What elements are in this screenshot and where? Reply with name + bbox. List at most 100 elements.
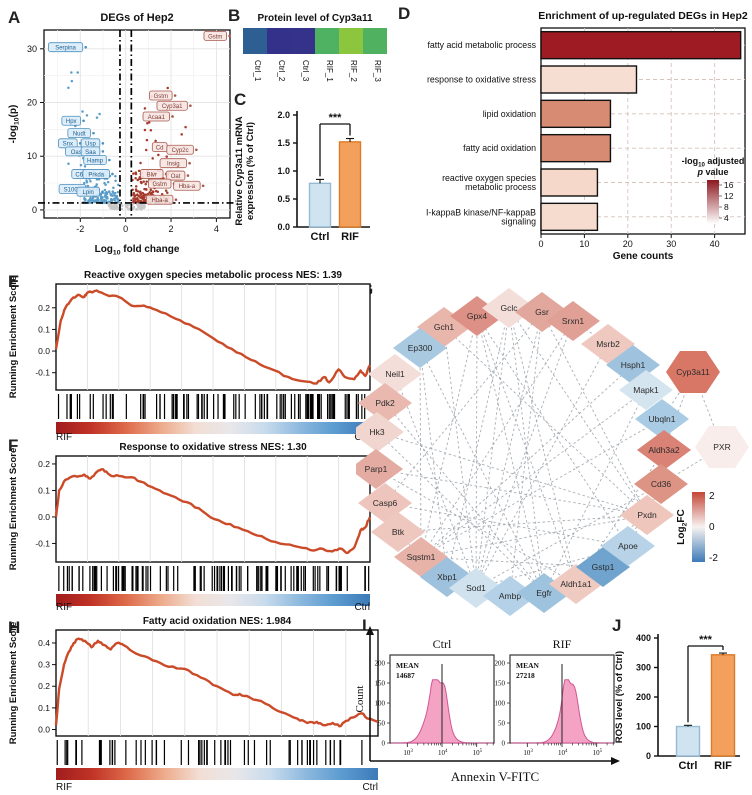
svg-text:Log2FC: Log2FC	[676, 509, 689, 544]
svg-text:signaling: signaling	[501, 216, 536, 226]
svg-text:10: 10	[27, 151, 37, 161]
svg-text:8: 8	[724, 202, 729, 212]
cutoff-lines	[38, 30, 234, 218]
svg-text:Running Enrichment Score: Running Enrichment Score	[8, 276, 19, 398]
svg-text:Fatty acid oxidation NES: 1.98: Fatty acid oxidation NES: 1.984	[143, 616, 292, 627]
hit-marks	[57, 394, 366, 419]
svg-text:0: 0	[32, 205, 37, 215]
svg-text:10: 10	[579, 239, 589, 249]
svg-text:0: 0	[646, 751, 651, 761]
gene-labels: Gstm Gstm Cyp3a1 Acaa1 Cd Cyp2c Insig Blvr Oat Gs…	[140, 31, 231, 205]
svg-text:Casp6: Casp6	[373, 498, 398, 508]
svg-text:RIF: RIF	[56, 782, 72, 793]
svg-text:Ctrl_1: Ctrl_1	[253, 60, 262, 82]
svg-text:Ubqln1: Ubqln1	[649, 414, 676, 424]
svg-text:300: 300	[636, 663, 651, 673]
svg-text:Cd36: Cd36	[651, 479, 672, 489]
svg-text:-2: -2	[709, 553, 718, 564]
svg-text:0.2: 0.2	[38, 459, 50, 469]
svg-text:Gch1: Gch1	[434, 322, 455, 332]
svg-text:Mapk1: Mapk1	[633, 385, 659, 395]
svg-text:0: 0	[123, 224, 128, 234]
network-node-hk3	[356, 412, 404, 452]
svg-text:Gclc: Gclc	[501, 303, 519, 313]
svg-text:104: 104	[558, 749, 568, 757]
svg-text:C6: C6	[75, 172, 83, 178]
svg-text:0: 0	[382, 740, 386, 748]
svg-text:103: 103	[523, 749, 533, 757]
svg-text:RIF_3: RIF_3	[373, 60, 382, 82]
svg-text:100: 100	[495, 700, 506, 708]
svg-text:50: 50	[498, 720, 506, 728]
gsea-body: Reactive oxygen species metabolic proces…	[8, 270, 372, 443]
network-node-ep300	[393, 328, 447, 368]
svg-text:Lpin: Lpin	[83, 190, 94, 196]
network-node-cyp3a11	[666, 351, 720, 393]
svg-text:Pdk2: Pdk2	[375, 398, 395, 408]
svg-text:Sqstm1: Sqstm1	[407, 552, 436, 562]
network-node-pdk2	[358, 383, 412, 423]
svg-text:Msrb2: Msrb2	[596, 339, 620, 349]
svg-text:2: 2	[169, 224, 174, 234]
svg-text:20: 20	[27, 98, 37, 108]
svg-text:100: 100	[375, 700, 386, 708]
svg-text:-0.1: -0.1	[35, 538, 50, 548]
svg-text:-log10(p): -log10(p)	[8, 105, 21, 144]
svg-text:PXR: PXR	[713, 442, 730, 452]
network-node-apoe	[601, 526, 655, 566]
svg-text:Gstm: Gstm	[208, 34, 222, 40]
svg-text:105: 105	[473, 749, 483, 757]
svg-text:Ctrl: Ctrl	[354, 602, 370, 613]
svg-text:Sod1: Sod1	[466, 583, 486, 593]
enrichment-body: Enrichment of up-regulated DEGs in Hep2 f…	[426, 10, 748, 260]
svg-text:Protein level of Cyp3a11: Protein level of Cyp3a11	[257, 13, 372, 24]
svg-text:-0.1: -0.1	[35, 368, 50, 378]
svg-text:Reactive oxygen species metabo: Reactive oxygen species metabolic proces…	[84, 270, 342, 281]
svg-text:0.2: 0.2	[38, 681, 50, 691]
svg-text:Hk3: Hk3	[369, 427, 384, 437]
svg-text:Neil1: Neil1	[385, 369, 405, 379]
svg-text:Running Enrichment Score: Running Enrichment Score	[8, 448, 19, 570]
svg-text:RIF: RIF	[553, 637, 572, 651]
svg-text:Relative Cyp3a11 mRNA: Relative Cyp3a11 mRNA	[234, 116, 245, 225]
svg-text:200: 200	[636, 692, 651, 702]
mrna-bar-chart: 0.0 0.5 1.0 1.5 2.0 Ctrl RIF *** Relative Cyp3a1…	[234, 110, 370, 243]
svg-text:Ctrl: Ctrl	[433, 637, 452, 651]
svg-text:RIF: RIF	[56, 602, 72, 613]
protein-heatmap: Protein level of Cyp3a11 Ctrl_1 Ctrl_2 Ctrl…	[243, 13, 387, 82]
gene-network-diagram: Gch1 Gpx4 Gclc Gsr Srxn1 Msrb2 Ep300 Hsph1 Neil1…	[356, 288, 749, 616]
svg-text:0.0: 0.0	[38, 725, 50, 735]
svg-text:2.0: 2.0	[277, 110, 290, 120]
network-body: Gch1 Gpx4 Gclc Gsr Srxn1 Msrb2 Ep300 Hsph1 Neil1…	[356, 288, 749, 616]
svg-text:1.5: 1.5	[277, 138, 290, 148]
bar-chart-body: 0 100 200 300 400 Ctrl RIF *** ROS level (% of C…	[614, 633, 740, 772]
svg-text:Response to oxidative stress N: Response to oxidative stress NES: 1.30	[119, 442, 307, 453]
svg-text:0.0: 0.0	[38, 512, 50, 522]
svg-text:RIF: RIF	[341, 231, 359, 243]
svg-text:0: 0	[538, 239, 543, 249]
network-node-ambp	[483, 576, 537, 616]
svg-text:Gstp1: Gstp1	[592, 562, 615, 572]
svg-text:Hba-a: Hba-a	[179, 184, 196, 190]
svg-text:Gene counts: Gene counts	[613, 251, 674, 260]
svg-text:200: 200	[495, 660, 506, 668]
svg-text:Parp1: Parp1	[365, 464, 388, 474]
svg-text:Gsr: Gsr	[535, 307, 549, 317]
ros-level-bar-chart: 0 100 200 300 400 Ctrl RIF *** ROS level (% of C…	[614, 633, 740, 772]
panel-letter-i: I	[362, 616, 367, 635]
svg-text:0.2: 0.2	[38, 303, 50, 313]
panel-letter-f: F	[8, 436, 19, 455]
svg-text:0.1: 0.1	[38, 485, 50, 495]
network-node-srxn1	[546, 301, 600, 341]
svg-text:Apoe: Apoe	[618, 541, 638, 551]
svg-text:100: 100	[636, 722, 651, 732]
svg-text:Ctrl_3: Ctrl_3	[301, 60, 310, 82]
gsea-fatty-acid-oxidation: Fatty acid oxidation NES: 1.984 0.4 0.3 0.2…	[8, 616, 379, 793]
svg-text:response to oxidative stress: response to oxidative stress	[427, 75, 537, 85]
svg-text:Blvr: Blvr	[147, 172, 157, 178]
